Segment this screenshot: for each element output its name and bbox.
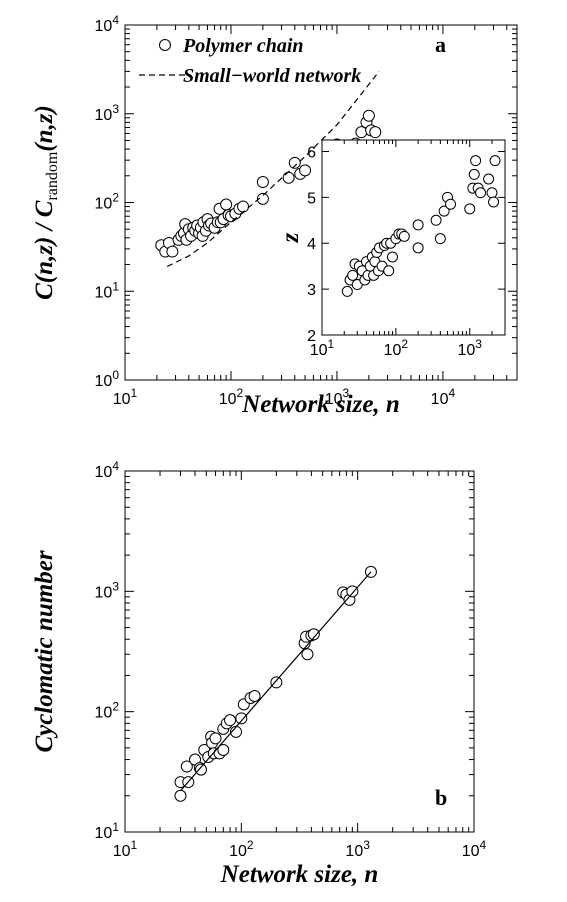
legend-label: Small−world network bbox=[183, 65, 361, 87]
y-tick-label: 104 bbox=[95, 13, 120, 35]
panel-label: a bbox=[435, 32, 446, 57]
data-point bbox=[434, 233, 446, 245]
data-point bbox=[470, 155, 482, 167]
data-point bbox=[346, 585, 359, 598]
y-tick-label: 2 bbox=[307, 328, 316, 345]
x-tick-label: 102 bbox=[384, 337, 409, 359]
data-point bbox=[194, 763, 207, 776]
y-tick-label: 4 bbox=[307, 236, 316, 253]
data-point bbox=[256, 192, 269, 205]
data-point bbox=[445, 198, 457, 210]
y-axis-label: z bbox=[277, 232, 304, 243]
data-point bbox=[270, 676, 283, 689]
x-tick-label: 101 bbox=[113, 386, 138, 408]
y-axis-label: C(n,z) / Crandom(n,z) bbox=[31, 105, 61, 300]
y-tick-label: 3 bbox=[307, 282, 316, 299]
y-axis-label-part: C(n,z) / C bbox=[31, 200, 58, 300]
data-point bbox=[288, 156, 301, 169]
y-tick-label: 102 bbox=[95, 191, 120, 213]
data-point bbox=[383, 265, 395, 277]
data-point bbox=[237, 200, 250, 213]
data-point bbox=[282, 171, 295, 184]
data-point bbox=[341, 285, 353, 297]
data-point bbox=[486, 187, 498, 199]
data-point bbox=[224, 714, 237, 727]
y-axis-label-part: random bbox=[44, 151, 61, 200]
data-point bbox=[412, 242, 424, 254]
x-axis-label: Network size, n bbox=[220, 861, 379, 888]
data-point bbox=[489, 155, 501, 167]
plot-frame bbox=[321, 139, 506, 336]
data-point bbox=[362, 109, 375, 122]
y-axis-label-part: Cyclomatic number bbox=[31, 550, 58, 752]
data-point bbox=[483, 173, 495, 185]
x-axis-label: Network size, n bbox=[241, 391, 400, 418]
data-point bbox=[438, 205, 450, 217]
x-tick-label: 103 bbox=[458, 337, 483, 359]
x-tick-label: 104 bbox=[431, 386, 456, 408]
data-point bbox=[180, 760, 193, 773]
x-tick-label: 102 bbox=[219, 386, 244, 408]
data-point bbox=[256, 176, 269, 189]
data-point bbox=[301, 648, 314, 661]
data-point bbox=[347, 269, 359, 281]
data-point bbox=[488, 196, 500, 208]
plot-frame bbox=[124, 470, 475, 833]
data-point bbox=[464, 203, 476, 215]
data-point bbox=[398, 230, 410, 242]
y-tick-label: 103 bbox=[95, 102, 120, 124]
data-point bbox=[355, 126, 368, 139]
data-point bbox=[166, 245, 179, 258]
data-point bbox=[299, 164, 312, 177]
y-tick-label: 104 bbox=[95, 459, 120, 481]
y-tick-label: 6 bbox=[307, 144, 316, 161]
data-point bbox=[209, 732, 222, 745]
y-axis-label: Cyclomatic number bbox=[31, 550, 58, 752]
x-tick-label: 101 bbox=[113, 838, 138, 860]
fit-line bbox=[180, 571, 372, 792]
x-tick-label: 103 bbox=[345, 838, 370, 860]
data-point bbox=[430, 214, 442, 226]
legend-label: Polymer chain bbox=[182, 35, 304, 57]
data-point bbox=[468, 168, 480, 180]
data-point bbox=[220, 198, 233, 211]
y-tick-label: 101 bbox=[95, 279, 120, 301]
panel-label: b bbox=[435, 785, 447, 810]
data-point bbox=[174, 789, 187, 802]
y-tick-label: 102 bbox=[95, 700, 120, 722]
data-point bbox=[475, 187, 487, 199]
data-point bbox=[217, 744, 230, 757]
x-tick-label: 104 bbox=[462, 838, 487, 860]
inset-background bbox=[322, 140, 505, 335]
data-point bbox=[248, 689, 261, 702]
x-tick-label: 103 bbox=[325, 386, 350, 408]
dashed-line bbox=[166, 71, 380, 268]
data-point bbox=[412, 219, 424, 231]
y-tick-label: 103 bbox=[95, 579, 120, 601]
data-point bbox=[386, 251, 398, 263]
x-tick-label: 102 bbox=[229, 838, 254, 860]
y-tick-label: 101 bbox=[95, 820, 120, 842]
x-tick-label: 101 bbox=[310, 337, 335, 359]
y-tick-label: 5 bbox=[307, 190, 316, 207]
y-axis-label-part: z bbox=[277, 232, 304, 243]
data-point bbox=[369, 126, 382, 139]
legend-marker bbox=[159, 39, 171, 51]
data-point bbox=[235, 712, 248, 725]
y-tick-label: 100 bbox=[95, 368, 120, 390]
data-point bbox=[307, 628, 320, 641]
y-axis-label-part: (n,z) bbox=[31, 105, 58, 152]
